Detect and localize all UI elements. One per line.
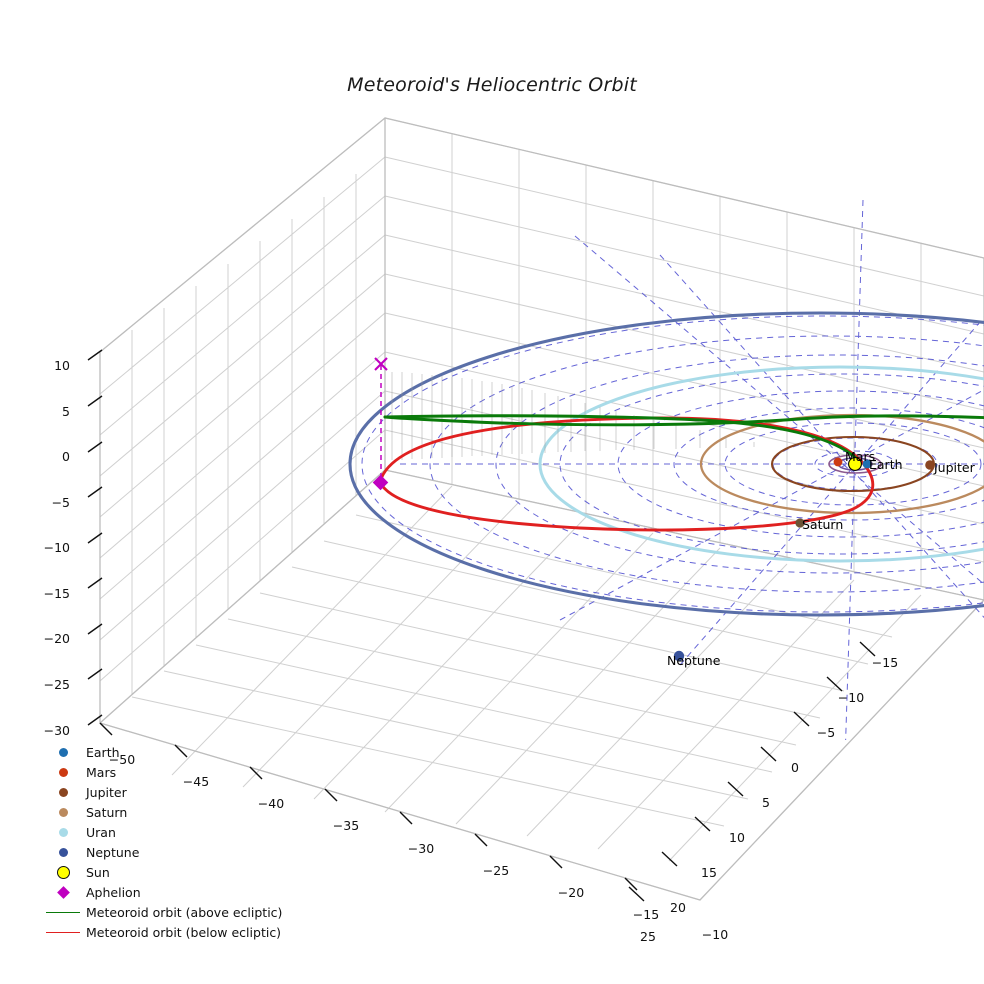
saturn-orbit — [699, 413, 984, 515]
y-tick-label: −15 — [872, 655, 898, 670]
neptune-dot-icon — [40, 847, 86, 857]
axes-box-edges — [99, 117, 984, 901]
y-tick-label: 20 — [670, 900, 686, 915]
z-tick-label: −20 — [44, 631, 70, 646]
earth-marker — [862, 459, 872, 469]
y-tick-label: 5 — [762, 795, 770, 810]
x-tick-label: −45 — [183, 774, 209, 789]
legend-label: Neptune — [86, 844, 140, 860]
legend-label: Meteoroid orbit (below ecliptic) — [86, 924, 282, 940]
legend: Earth Mars Jupiter Saturn Uran Nept — [40, 742, 340, 942]
z-tick-label: −5 — [52, 495, 70, 510]
x-tick-label: −50 — [109, 752, 135, 767]
legend-item-earth: Earth — [40, 742, 340, 762]
annotation-mars: Mars — [845, 449, 875, 464]
y-tick-label: 15 — [701, 865, 717, 880]
z-tick-label: −15 — [44, 586, 70, 601]
saturn-marker — [795, 518, 805, 528]
y-tick-label: −10 — [838, 690, 864, 705]
annotation-jupiter: Jupiter — [933, 460, 976, 475]
neptune-orbit — [348, 311, 984, 617]
legend-item-saturn: Saturn — [40, 802, 340, 822]
meteoroid-orbit-above-ecliptic-arc — [383, 414, 862, 464]
green-line-icon — [40, 911, 86, 913]
orbit-droplines — [391, 372, 755, 460]
y-tick-label: −5 — [817, 725, 835, 740]
uranus-orbit — [538, 365, 984, 563]
z-tick-label: 0 — [62, 449, 70, 464]
x-tick-label: −15 — [633, 907, 659, 922]
legend-item-sun: Sun — [40, 862, 340, 882]
z-axis: 10 5 0 −5 −10 −15 −20 −25 −30 — [44, 349, 103, 738]
mars-dot-icon — [40, 767, 86, 777]
axes-panes — [98, 116, 984, 901]
legend-item-orbit-below: Meteoroid orbit (below ecliptic) — [40, 922, 340, 942]
mars-marker — [833, 457, 843, 467]
legend-item-jupiter: Jupiter — [40, 782, 340, 802]
earth-dot-icon — [40, 747, 86, 757]
z-tick-label: −10 — [44, 540, 70, 555]
saturn-dot-icon — [40, 807, 86, 817]
red-line-icon — [40, 931, 86, 933]
meteoroid-orbit-above-ecliptic — [383, 414, 984, 427]
legend-label: Jupiter — [86, 784, 127, 800]
legend-label: Uran — [86, 824, 116, 840]
body-annotations: Mars Earth Jupiter Saturn Neptune — [667, 449, 976, 668]
neptune-marker — [673, 650, 685, 662]
legend-item-orbit-above: Meteoroid orbit (above ecliptic) — [40, 902, 340, 922]
z-tick-label: −30 — [44, 723, 70, 738]
sun-marker — [848, 457, 862, 471]
legend-label: Sun — [86, 864, 110, 880]
x-tick-label: −40 — [258, 796, 284, 811]
legend-label: Aphelion — [86, 884, 141, 900]
x-tick-label: −20 — [558, 885, 584, 900]
legend-item-mars: Mars — [40, 762, 340, 782]
annotation-neptune: Neptune — [667, 653, 721, 668]
legend-item-aphelion: Aphelion — [40, 882, 340, 902]
y-tick-label: 10 — [729, 830, 745, 845]
x-tick-label: −35 — [333, 818, 359, 833]
y-tick-label: 25 — [640, 929, 656, 944]
x-tick-label: −25 — [483, 863, 509, 878]
jupiter-dot-icon — [40, 787, 86, 797]
aphelion-projection-marker — [374, 357, 388, 371]
z-tick-label: 10 — [54, 358, 70, 373]
annotation-saturn: Saturn — [802, 517, 843, 532]
legend-label: Mars — [86, 764, 117, 780]
aphelion-diamond-icon — [40, 885, 86, 899]
legend-item-uranus: Uran — [40, 822, 340, 842]
annotation-earth: Earth — [869, 457, 903, 472]
y-axis: −15 −10 −5 0 5 10 15 20 25 — [628, 641, 898, 944]
page-title: Meteoroid's Heliocentric Orbit — [347, 74, 637, 96]
y-tick-label: 0 — [791, 760, 799, 775]
z-tick-label: −25 — [44, 677, 70, 692]
legend-item-neptune: Neptune — [40, 842, 340, 862]
x-tick-label: −30 — [408, 841, 434, 856]
x-tick-label: −10 — [702, 927, 728, 942]
legend-label: Saturn — [86, 804, 128, 820]
legend-label: Meteoroid orbit (above ecliptic) — [86, 904, 283, 920]
sun-dot-icon — [40, 865, 86, 879]
x-axis: −50 −45 −40 −35 −30 −25 −20 −15 −10 — [99, 722, 728, 942]
jupiter-marker — [925, 460, 935, 470]
legend-label: Earth — [86, 744, 120, 760]
z-tick-label: 5 — [62, 404, 70, 419]
uranus-dot-icon — [40, 827, 86, 837]
